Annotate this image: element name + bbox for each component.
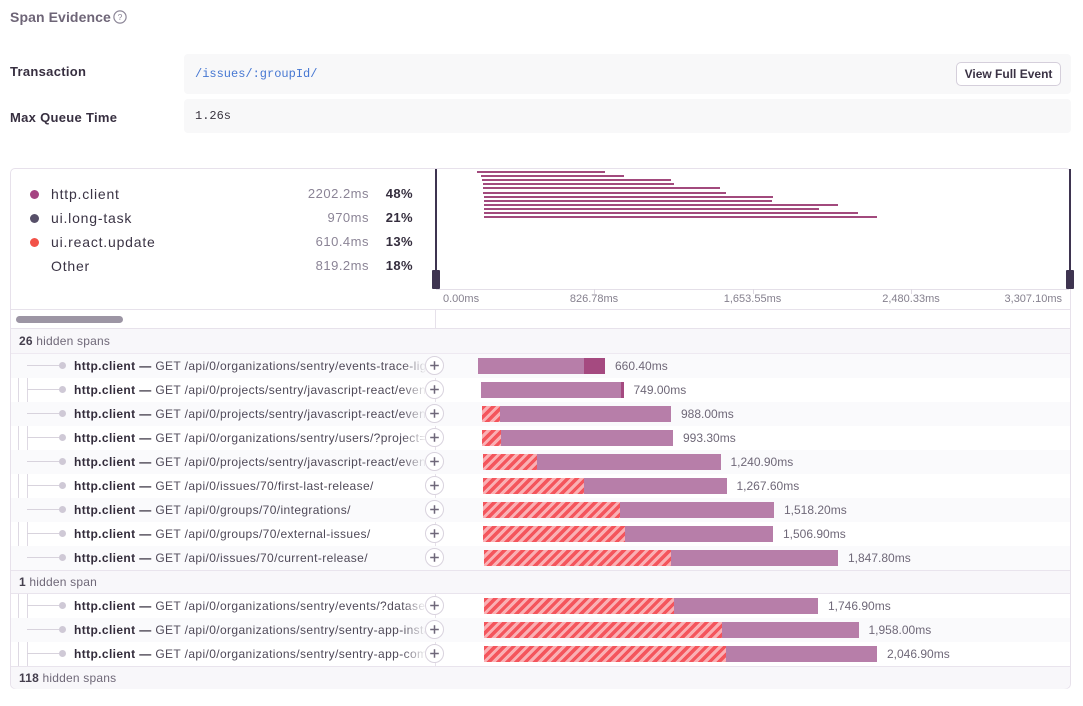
svg-text:?: ?	[118, 12, 123, 22]
